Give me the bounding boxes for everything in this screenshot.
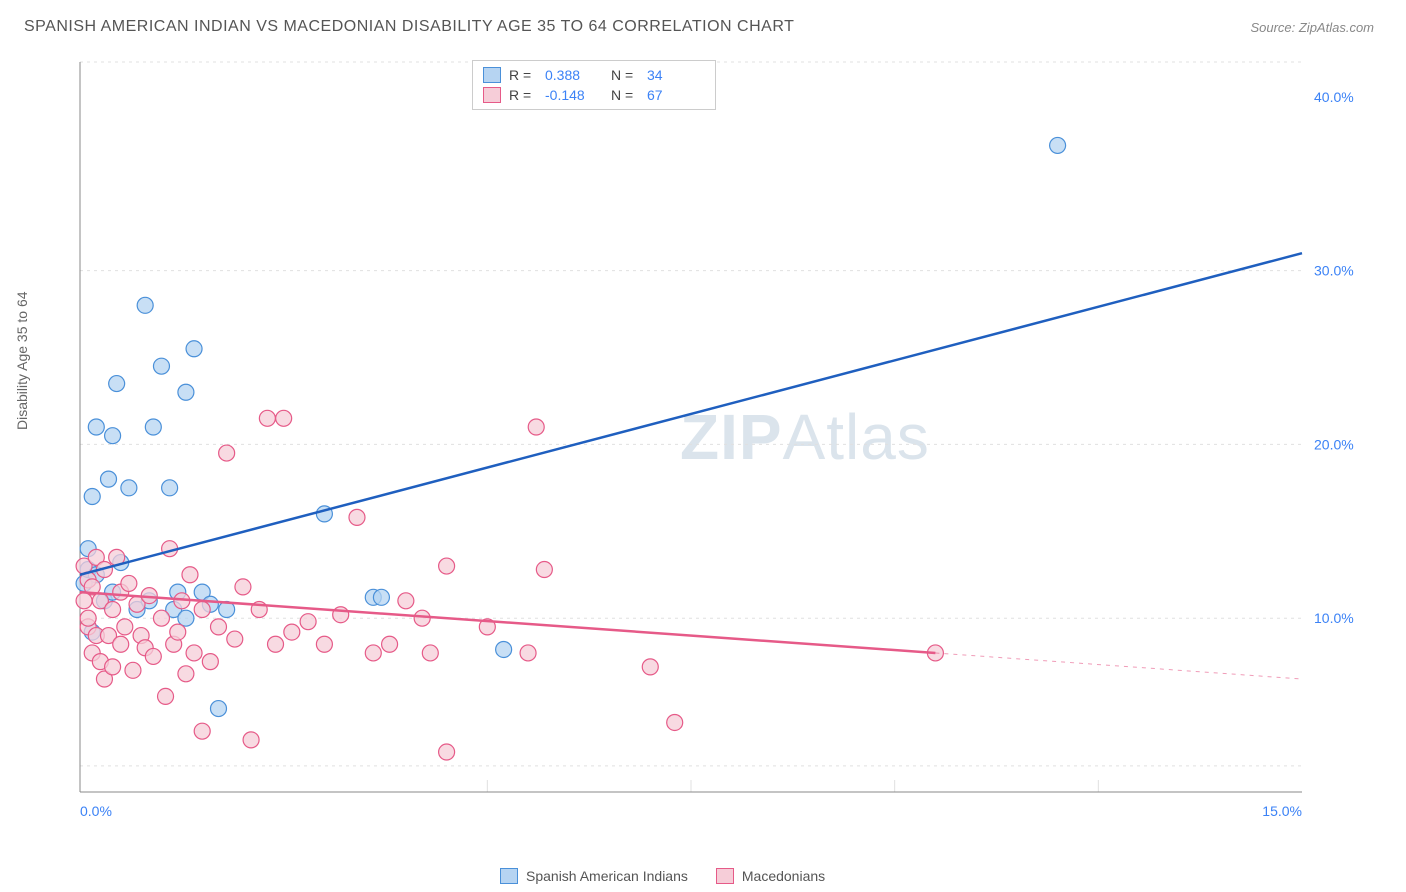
legend-stats-row: R = 0.388 N = 34 bbox=[483, 65, 705, 85]
legend-r-value: 0.388 bbox=[545, 67, 603, 83]
legend-swatch bbox=[483, 67, 501, 83]
legend-r-value: -0.148 bbox=[545, 87, 603, 103]
legend-stats-row: R = -0.148 N = 67 bbox=[483, 85, 705, 105]
legend-swatch bbox=[716, 868, 734, 884]
svg-text:10.0%: 10.0% bbox=[1314, 610, 1354, 626]
legend-series-label: Macedonians bbox=[742, 868, 825, 884]
scatter-chart: 10.0% 20.0% 30.0% 40.0% 0.0% 15.0% bbox=[72, 58, 1362, 828]
legend-n-label: N = bbox=[611, 67, 639, 83]
legend-r-label: R = bbox=[509, 87, 537, 103]
legend-n-label: N = bbox=[611, 87, 639, 103]
svg-text:15.0%: 15.0% bbox=[1262, 803, 1302, 819]
svg-text:30.0%: 30.0% bbox=[1314, 263, 1354, 279]
chart-svg: 10.0% 20.0% 30.0% 40.0% 0.0% 15.0% bbox=[72, 58, 1362, 828]
legend-series: Spanish American Indians Macedonians bbox=[500, 868, 825, 884]
legend-swatch bbox=[500, 868, 518, 884]
legend-series-item: Spanish American Indians bbox=[500, 868, 688, 884]
svg-text:0.0%: 0.0% bbox=[80, 803, 112, 819]
legend-stats: R = 0.388 N = 34 R = -0.148 N = 67 bbox=[472, 60, 716, 110]
legend-series-item: Macedonians bbox=[716, 868, 825, 884]
legend-r-label: R = bbox=[509, 67, 537, 83]
svg-text:20.0%: 20.0% bbox=[1314, 436, 1354, 452]
legend-n-value: 67 bbox=[647, 87, 705, 103]
svg-text:40.0%: 40.0% bbox=[1314, 89, 1354, 105]
chart-title: SPANISH AMERICAN INDIAN VS MACEDONIAN DI… bbox=[24, 18, 794, 36]
chart-source: Source: ZipAtlas.com bbox=[1250, 20, 1374, 35]
legend-series-label: Spanish American Indians bbox=[526, 868, 688, 884]
legend-n-value: 34 bbox=[647, 67, 705, 83]
legend-swatch bbox=[483, 87, 501, 103]
y-axis-label: Disability Age 35 to 64 bbox=[14, 291, 30, 430]
